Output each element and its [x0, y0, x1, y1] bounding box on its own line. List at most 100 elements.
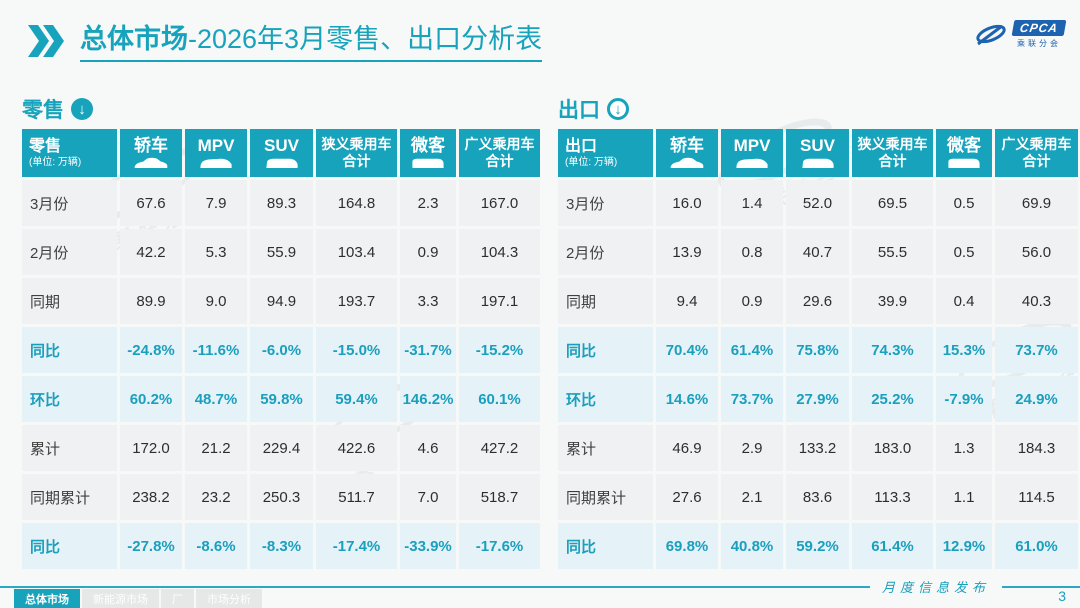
double-chevron-icon: [28, 25, 70, 62]
nav-tab-新能源市场[interactable]: 新能源市场: [82, 589, 159, 608]
table-cell: 133.2: [786, 425, 849, 471]
cpca-swoosh-icon: [976, 24, 1006, 45]
table-cell: 184.3: [995, 425, 1078, 471]
minivan-icon: [412, 159, 444, 169]
row-label: 累计: [558, 425, 653, 471]
table-cell: 104.3: [459, 229, 540, 275]
table-cell: -27.8%: [120, 523, 182, 569]
table-cell: 13.9: [656, 229, 718, 275]
page-title: 总体市场-2026年3月零售、出口分析表: [80, 22, 543, 62]
page-number: 3: [1058, 588, 1066, 604]
nav-tab-厂[interactable]: 厂: [161, 589, 194, 608]
row-label: 同比: [558, 327, 653, 373]
table-cell: -31.7%: [400, 327, 456, 373]
table-cell: 69.5: [852, 180, 933, 226]
column-header-广义乘用车合计: 广义乘用车 合计: [995, 129, 1078, 177]
row-label: 同期累计: [22, 474, 117, 520]
header: 总体市场-2026年3月零售、出口分析表: [28, 22, 543, 62]
footer-rule: 月度信息发布: [0, 577, 1080, 596]
table-cell: 40.3: [995, 278, 1078, 324]
table-cell: 48.7%: [185, 376, 247, 422]
table-cell: 518.7: [459, 474, 540, 520]
down-arrow-icon: ↓: [607, 98, 629, 120]
table-cell: 55.5: [852, 229, 933, 275]
page-title-rest: -2026年3月零售、出口分析表: [188, 24, 543, 54]
row-label: 3月份: [22, 180, 117, 226]
table-cell: 60.2%: [120, 376, 182, 422]
sedan-icon: [670, 158, 704, 169]
cpca-logo-text: CPCA: [1011, 20, 1067, 36]
table-cell: 167.0: [459, 180, 540, 226]
table-cell: 74.3%: [852, 327, 933, 373]
table-cell: 16.0: [656, 180, 718, 226]
table-cell: 27.6: [656, 474, 718, 520]
table-cell: 229.4: [250, 425, 313, 471]
retail-section-label: 零售: [22, 99, 64, 122]
mpv-icon: [200, 159, 232, 169]
table-cell: -17.4%: [316, 523, 397, 569]
table-cell: 0.9: [400, 229, 456, 275]
table-cell: 56.0: [995, 229, 1078, 275]
table-cell: 70.4%: [656, 327, 718, 373]
table-cell: 1.4: [721, 180, 783, 226]
column-header-轿车: 轿车: [656, 129, 718, 177]
suv-icon: [265, 159, 298, 169]
minivan-icon: [948, 159, 980, 169]
nav-tab-总体市场[interactable]: 总体市场: [14, 589, 80, 608]
table-cell: 0.5: [936, 229, 992, 275]
table-cell: 14.6%: [656, 376, 718, 422]
table-cell: 250.3: [250, 474, 313, 520]
table-cell: 75.8%: [786, 327, 849, 373]
table-cell: 172.0: [120, 425, 182, 471]
table-cell: 7.0: [400, 474, 456, 520]
table-cell: 55.9: [250, 229, 313, 275]
table-cell: 40.8%: [721, 523, 783, 569]
table-cell: 2.3: [400, 180, 456, 226]
table-cell: 4.6: [400, 425, 456, 471]
retail-table: 零售 (单位: 万辆) 轿车 MPV SUV 狭义乘用车 合计 微客 广义乘用车 合计…: [22, 129, 540, 569]
mpv-icon: [736, 159, 768, 169]
table-cell: 5.3: [185, 229, 247, 275]
row-label: 同比: [22, 523, 117, 569]
table-cell: 59.4%: [316, 376, 397, 422]
table-cell: 59.8%: [250, 376, 313, 422]
table-cell: 39.9: [852, 278, 933, 324]
sedan-icon: [134, 158, 168, 169]
row-label: 3月份: [558, 180, 653, 226]
footer-rule-right: [1002, 585, 1080, 588]
table-cell: 67.6: [120, 180, 182, 226]
table-cell: 2.9: [721, 425, 783, 471]
table-cell: -17.6%: [459, 523, 540, 569]
table-cell: -15.2%: [459, 327, 540, 373]
corner-header-cell: 出口 (单位: 万辆): [558, 129, 653, 177]
table-cell: 3.3: [400, 278, 456, 324]
table-cell: -11.6%: [185, 327, 247, 373]
cpca-logo: CPCA 乘联分会: [974, 20, 1067, 49]
export-table-section: 出口 ↓ 出口 (单位: 万辆) 轿车 MPV SUV 狭义乘用车 合计 微客 广义…: [558, 96, 1078, 569]
table-cell: -8.6%: [185, 523, 247, 569]
column-header-微客: 微客: [936, 129, 992, 177]
table-cell: 24.9%: [995, 376, 1078, 422]
export-section-label: 出口: [558, 99, 600, 122]
table-cell: 0.8: [721, 229, 783, 275]
nav-tab-市场分析[interactable]: 市场分析: [196, 589, 262, 608]
table-cell: 0.5: [936, 180, 992, 226]
down-arrow-icon: ↓: [71, 98, 93, 120]
row-label: 同期: [22, 278, 117, 324]
table-cell: 73.7%: [995, 327, 1078, 373]
table-cell: -33.9%: [400, 523, 456, 569]
table-cell: 146.2%: [400, 376, 456, 422]
table-cell: 1.3: [936, 425, 992, 471]
column-header-狭义乘用车合计: 狭义乘用车 合计: [852, 129, 933, 177]
table-cell: -8.3%: [250, 523, 313, 569]
row-label: 环比: [22, 376, 117, 422]
table-cell: -6.0%: [250, 327, 313, 373]
table-cell: 89.9: [120, 278, 182, 324]
table-cell: 103.4: [316, 229, 397, 275]
table-cell: 27.9%: [786, 376, 849, 422]
row-label: 累计: [22, 425, 117, 471]
table-cell: 23.2: [185, 474, 247, 520]
column-header-SUV: SUV: [786, 129, 849, 177]
column-header-MPV: MPV: [721, 129, 783, 177]
